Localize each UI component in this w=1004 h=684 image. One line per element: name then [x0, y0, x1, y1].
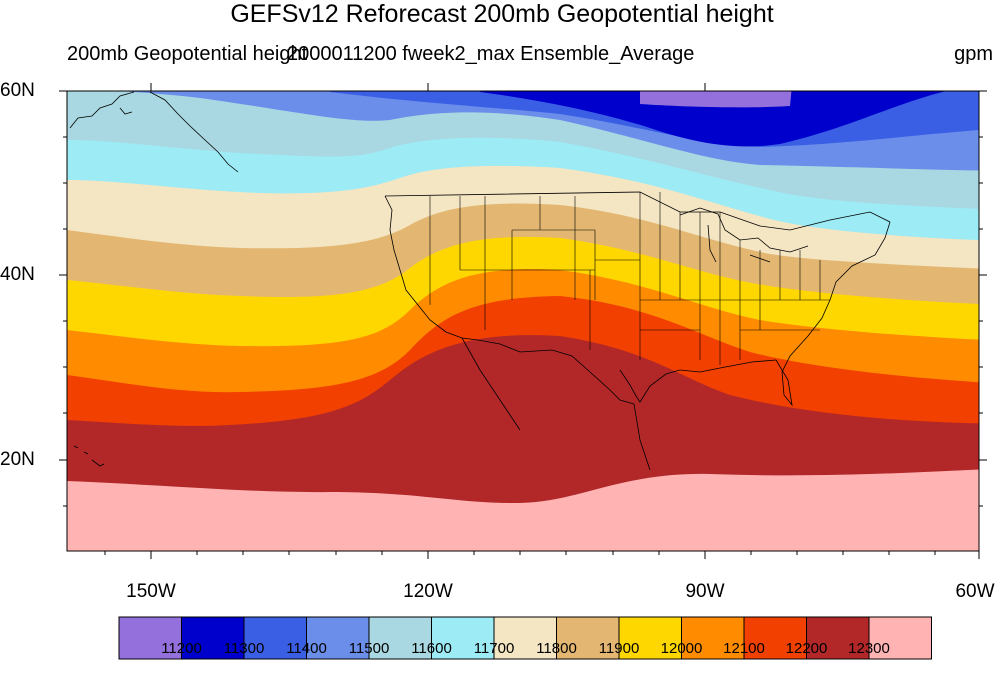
colorbar-label: 11900 — [598, 640, 640, 657]
colorbar-label: 11700 — [473, 640, 515, 657]
colorbar-swatch — [868, 616, 932, 660]
variable-subtitle: 200mb Geopotential height — [67, 43, 308, 65]
colorbar-swatch — [118, 616, 182, 660]
colorbar-swatch — [368, 616, 432, 660]
colorbar-label: 12300 — [848, 640, 890, 657]
colorbar-label: 12100 — [723, 640, 765, 657]
lat-label-20n: 20N — [0, 449, 35, 470]
lon-label-90w: 90W — [685, 581, 725, 602]
mexico-border — [461, 337, 635, 405]
colorbar-swatch — [806, 616, 870, 660]
lon-label-120w: 120W — [403, 581, 453, 602]
colorbar-swatch — [493, 616, 557, 660]
colorbar-swatch — [181, 616, 245, 660]
colorbar-label: 11500 — [348, 640, 390, 657]
band-11200-11300 — [480, 91, 947, 147]
us-east-coast — [775, 221, 891, 407]
units-label: gpm — [954, 43, 993, 65]
us-west-coast — [384, 195, 463, 339]
colorbar-swatch — [306, 616, 370, 660]
colorbar-label: 11600 — [411, 640, 452, 657]
lat-label-60n: 60N — [0, 80, 35, 101]
colorbar-label: 11800 — [536, 640, 577, 657]
colorbar-label: 11400 — [286, 640, 327, 657]
colorbar-swatch — [243, 616, 307, 660]
mexico-coastline — [461, 337, 651, 471]
colorbar-swatch — [681, 616, 745, 660]
height-bands — [67, 91, 979, 551]
colorbar-swatch — [431, 616, 495, 660]
state-borders — [429, 192, 830, 365]
coastlines-and-borders — [69, 91, 891, 471]
lat-label-40n: 40N — [0, 264, 35, 285]
axis-ticks — [59, 83, 987, 559]
band-below-11200 — [640, 91, 792, 108]
colorbar-label: 12200 — [785, 640, 828, 657]
colorbar-swatch — [556, 616, 620, 660]
canada-border — [384, 191, 891, 231]
alaska-coastline — [69, 91, 239, 173]
gulf-coast — [619, 359, 777, 403]
hawaii-islands — [73, 445, 105, 467]
lon-label-60w: 60W — [955, 581, 995, 602]
colorbar-label: 11200 — [161, 640, 202, 657]
run-subtitle: 2000011200 fweek2_max Ensemble_Average — [287, 43, 695, 65]
lon-label-150w: 150W — [126, 581, 176, 602]
colorbar-swatch — [618, 616, 682, 660]
map-title: GEFSv12 Reforecast 200mb Geopotential he… — [230, 0, 774, 28]
colorbar-label: 11300 — [223, 640, 265, 657]
colorbar — [118, 616, 932, 660]
colorbar-label: 12000 — [660, 640, 703, 657]
